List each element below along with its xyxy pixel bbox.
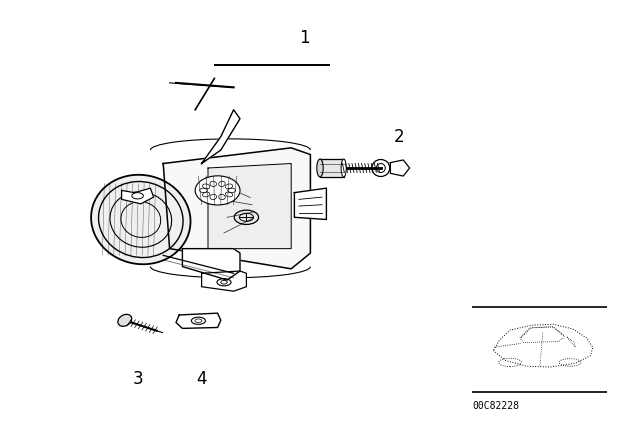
Polygon shape: [163, 148, 310, 269]
Text: 3: 3: [132, 370, 143, 388]
Polygon shape: [202, 271, 246, 291]
Ellipse shape: [118, 314, 132, 326]
Ellipse shape: [234, 210, 259, 224]
Text: 1: 1: [299, 29, 309, 47]
Polygon shape: [182, 249, 240, 280]
Ellipse shape: [317, 159, 323, 177]
Ellipse shape: [91, 175, 191, 264]
Text: 4: 4: [196, 370, 207, 388]
Text: 2: 2: [394, 128, 404, 146]
Polygon shape: [176, 313, 221, 328]
Polygon shape: [294, 188, 326, 220]
Ellipse shape: [372, 159, 390, 177]
Ellipse shape: [195, 176, 240, 205]
Polygon shape: [202, 110, 240, 164]
Polygon shape: [122, 188, 154, 204]
Polygon shape: [390, 160, 410, 176]
Polygon shape: [320, 159, 344, 177]
Ellipse shape: [341, 159, 346, 177]
Polygon shape: [208, 164, 291, 249]
Text: 00C82228: 00C82228: [472, 401, 519, 411]
